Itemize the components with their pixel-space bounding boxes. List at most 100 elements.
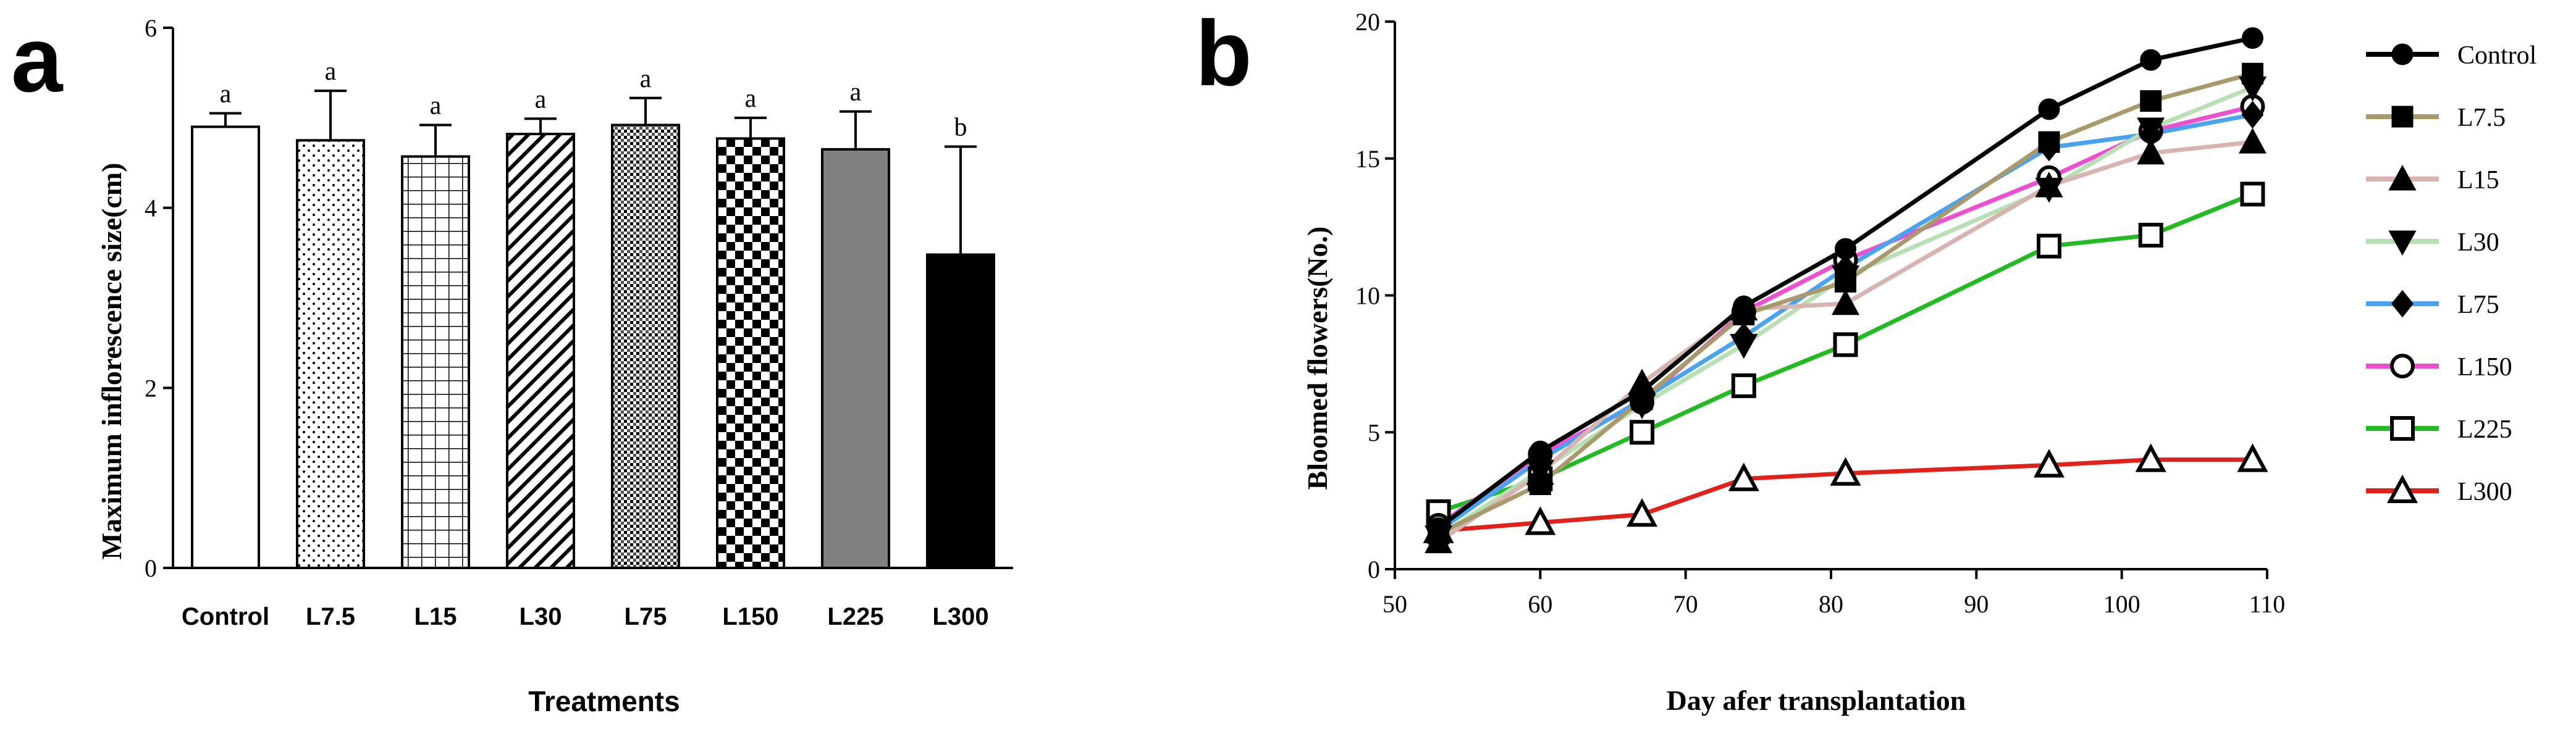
y-tick-label: 20 xyxy=(1355,8,1380,36)
data-point-control xyxy=(2038,98,2060,120)
data-point-l300 xyxy=(1525,506,1556,535)
data-point-control xyxy=(1835,238,1857,260)
significance-label: a xyxy=(220,80,232,109)
series-line-l300 xyxy=(1438,457,2253,533)
bar-l75 xyxy=(611,123,680,569)
data-point-l15 xyxy=(2238,127,2267,154)
y-tick-label: 0 xyxy=(1368,556,1380,583)
x-tick-label: 90 xyxy=(1964,590,1989,618)
y-tick-label: 6 xyxy=(145,14,157,42)
x-tick-label: 100 xyxy=(2103,590,2140,618)
significance-label: b xyxy=(954,114,967,142)
y-tick-label: 2 xyxy=(145,374,157,402)
legend-label: L30 xyxy=(2457,228,2499,257)
legend-label: L225 xyxy=(2457,415,2512,444)
x-tick-label: L30 xyxy=(520,603,562,630)
bar-control xyxy=(191,125,260,569)
x-tick-label: 60 xyxy=(1528,590,1552,618)
line-chart: 0 5 10 15 20 50 60 70 80 90 100 110 xyxy=(1355,8,2285,618)
legend-label: L15 xyxy=(2457,166,2499,194)
data-point-l30 xyxy=(2137,117,2165,143)
data-point-l30 xyxy=(1730,333,1758,359)
bar-l30 xyxy=(506,133,575,570)
x-tick-label: 110 xyxy=(2249,590,2286,618)
data-point-l225 xyxy=(2138,222,2163,248)
data-point-l15 xyxy=(2137,138,2165,165)
y-tick-label: 0 xyxy=(145,554,157,582)
legend-label: L300 xyxy=(2457,478,2512,506)
bar-chart: 0 2 4 6 a Control a L7.5 a L15 a L30 a L75 a L150 a L225 b… xyxy=(145,14,1013,630)
x-tick-label: L300 xyxy=(932,603,988,630)
bar-l7-5 xyxy=(296,139,365,569)
legend-marker-l300 xyxy=(2386,474,2418,503)
x-axis-title-a: Treatments xyxy=(528,685,680,717)
data-point-l225 xyxy=(2037,233,2061,259)
data-point-l7-5 xyxy=(2241,62,2263,85)
significance-label: a xyxy=(325,57,337,86)
data-point-l300 xyxy=(1830,457,1861,486)
legend-marker-l7-5 xyxy=(2391,106,2414,128)
bar-l225 xyxy=(821,148,890,569)
data-point-l15 xyxy=(1832,289,1860,315)
data-point-l300 xyxy=(2135,443,2166,472)
series-line-control xyxy=(1437,36,2254,530)
data-point-l15 xyxy=(2035,171,2063,198)
x-tick-label: L225 xyxy=(827,603,883,630)
legend-label: L7.5 xyxy=(2457,104,2506,132)
y-axis-title-a: Maximum inflorescence size(cm) xyxy=(96,163,127,560)
x-axis-title-b: Day afer transplantation xyxy=(1667,685,1966,716)
x-tick-label: L15 xyxy=(415,603,457,630)
data-point-control xyxy=(1428,517,1450,539)
data-point-control xyxy=(1733,295,1755,317)
significance-label: a xyxy=(640,65,652,93)
data-point-l7-5 xyxy=(2140,90,2162,112)
significance-label: a xyxy=(430,92,442,120)
data-point-control xyxy=(1529,440,1551,462)
data-point-l7-5 xyxy=(2038,131,2060,153)
y-axis-title-b: Bloomed flowers(No.) xyxy=(1302,227,1333,490)
bar-l15 xyxy=(401,155,470,569)
y-tick-label: 15 xyxy=(1355,145,1380,173)
x-tick-label: 70 xyxy=(1673,590,1698,618)
x-tick-label: L75 xyxy=(625,603,667,630)
legend-marker-l30 xyxy=(2388,230,2417,256)
data-point-l225 xyxy=(1833,332,1858,357)
x-tick-label: L150 xyxy=(722,603,778,630)
legend-marker-l225 xyxy=(2390,416,2415,441)
y-tick-label: 4 xyxy=(145,194,157,222)
bar-l300 xyxy=(926,253,995,569)
data-point-l300 xyxy=(2237,443,2268,472)
data-point-l75 xyxy=(2241,101,2264,129)
y-tick-label: 5 xyxy=(1368,419,1380,446)
x-tick-label: L7.5 xyxy=(306,603,355,630)
legend: Control L7.5 L15 L30 L75 L150 L225 L300 xyxy=(2366,41,2536,506)
data-point-control xyxy=(2140,49,2162,71)
data-point-l225 xyxy=(1731,373,1756,398)
data-point-l225 xyxy=(1630,420,1655,445)
legend-label: L75 xyxy=(2457,291,2499,319)
legend-marker-l150 xyxy=(2390,354,2415,378)
data-point-l7-5 xyxy=(1835,270,1857,293)
x-tick-label: 80 xyxy=(1819,590,1843,618)
series-line-l15 xyxy=(1437,140,2253,544)
data-point-l300 xyxy=(1627,498,1658,527)
data-point-l300 xyxy=(1728,462,1759,491)
legend-label: Control xyxy=(2457,41,2536,70)
data-point-control xyxy=(1631,380,1653,402)
data-point-l225 xyxy=(2240,181,2265,207)
significance-label: a xyxy=(535,85,547,114)
significance-label: a xyxy=(745,85,757,113)
legend-marker-l15 xyxy=(2388,164,2417,191)
panel-b-label: b xyxy=(1195,1,1252,105)
panel-a-label: a xyxy=(11,7,64,111)
data-point-l7-5 xyxy=(1529,473,1551,496)
significance-label: a xyxy=(850,78,862,107)
legend-marker-l75 xyxy=(2391,290,2414,318)
data-point-l300 xyxy=(2033,449,2065,478)
x-tick-label: 50 xyxy=(1383,590,1407,618)
series-line-l7-5 xyxy=(1437,71,2254,536)
bar-l150 xyxy=(716,137,785,569)
legend-label: L150 xyxy=(2457,353,2512,382)
data-point-control xyxy=(2241,27,2263,49)
